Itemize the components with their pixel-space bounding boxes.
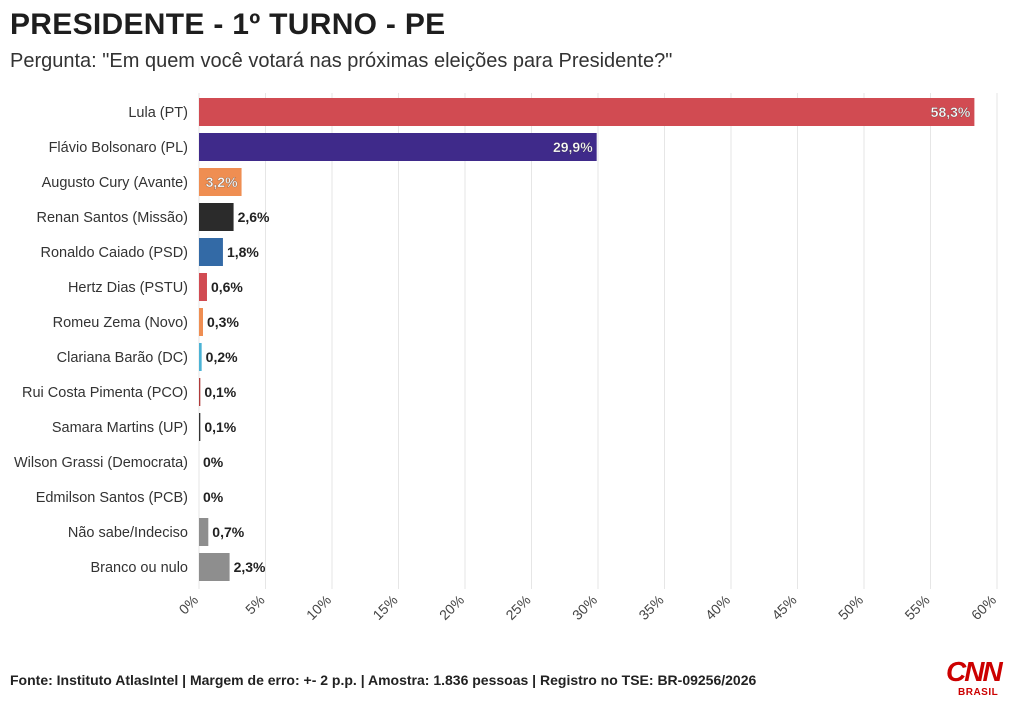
category-label: Samara Martins (UP) [52, 420, 188, 436]
x-tick-label: 5% [242, 592, 268, 618]
x-tick-label: 15% [369, 592, 400, 623]
value-label: 3,2% [206, 174, 238, 190]
value-label: 0,1% [204, 419, 236, 435]
chart-subtitle: Pergunta: "Em quem você votará nas próxi… [10, 50, 673, 72]
value-label: 0,7% [212, 524, 244, 540]
bar [199, 238, 223, 266]
bar [199, 168, 242, 196]
value-label: 58,3% [931, 104, 971, 120]
category-label: Edmilson Santos (PCB) [36, 490, 188, 506]
value-labels: 58,3% 29,9% 3,2% 2,6% 1,8% 0,6% 0,3% 0,2% 0,1% 0,… [203, 104, 971, 575]
bar [199, 343, 202, 371]
x-tick-label: 50% [835, 592, 866, 623]
category-label: Romeu Zema (Novo) [53, 315, 188, 331]
x-tick-label: 10% [303, 592, 334, 623]
category-label: Rui Costa Pimenta (PCO) [22, 385, 188, 401]
category-label: Lula (PT) [128, 105, 188, 121]
value-label: 0% [203, 489, 224, 505]
bar [199, 133, 597, 161]
x-tick-label: 40% [702, 592, 733, 623]
x-tick-label: 30% [569, 592, 600, 623]
cnn-brasil-logo: CNN BRASIL [940, 656, 1012, 702]
category-label: Não sabe/Indeciso [68, 525, 188, 541]
value-label: 0,2% [206, 349, 238, 365]
bar [199, 203, 234, 231]
logo-brand-text: CNN [946, 656, 1003, 687]
value-label: 2,3% [234, 559, 266, 575]
value-label: 1,8% [227, 244, 259, 260]
category-labels: Lula (PT) Flávio Bolsonaro (PL) Augusto Cu… [14, 105, 188, 576]
bar [199, 518, 209, 546]
bar [199, 273, 207, 301]
category-label: Ronaldo Caiado (PSD) [41, 245, 189, 261]
value-label: 2,6% [238, 209, 270, 225]
x-tick-label: 20% [436, 592, 467, 623]
category-label: Augusto Cury (Avante) [42, 175, 188, 191]
category-label: Renan Santos (Missão) [36, 210, 188, 226]
chart-title: PRESIDENTE - 1º TURNO - PE [10, 8, 446, 41]
x-tick-label: 0% [175, 592, 201, 618]
x-tick-label: 45% [768, 592, 799, 623]
value-label: 0,6% [211, 279, 243, 295]
category-label: Flávio Bolsonaro (PL) [49, 140, 188, 156]
grid-lines [198, 93, 998, 589]
bar [199, 378, 201, 406]
bar [199, 98, 975, 126]
category-label: Branco ou nulo [90, 560, 188, 576]
value-label: 0% [203, 454, 224, 470]
category-label: Wilson Grassi (Democrata) [14, 455, 188, 471]
source-footer: Fonte: Instituto AtlasIntel | Margem de … [10, 672, 757, 688]
category-label: Clariana Barão (DC) [57, 350, 188, 366]
x-axis-ticks: 0% 5% 10% 15% 20% 25% 30% 35% 40% 45% 50% 55% 60% [175, 592, 999, 623]
x-tick-label: 35% [635, 592, 666, 623]
logo-region-text: BRASIL [958, 687, 999, 698]
category-label: Hertz Dias (PSTU) [68, 280, 188, 296]
x-tick-label: 60% [968, 592, 999, 623]
bar [199, 413, 201, 441]
value-label: 0,1% [204, 384, 236, 400]
value-label: 29,9% [553, 139, 593, 155]
bar [199, 308, 203, 336]
x-tick-label: 25% [502, 592, 533, 623]
bars [199, 98, 975, 581]
value-label: 0,3% [207, 314, 239, 330]
bar-chart: Lula (PT) Flávio Bolsonaro (PL) Augusto Cu… [14, 93, 999, 623]
bar [199, 553, 230, 581]
x-tick-label: 55% [901, 592, 932, 623]
